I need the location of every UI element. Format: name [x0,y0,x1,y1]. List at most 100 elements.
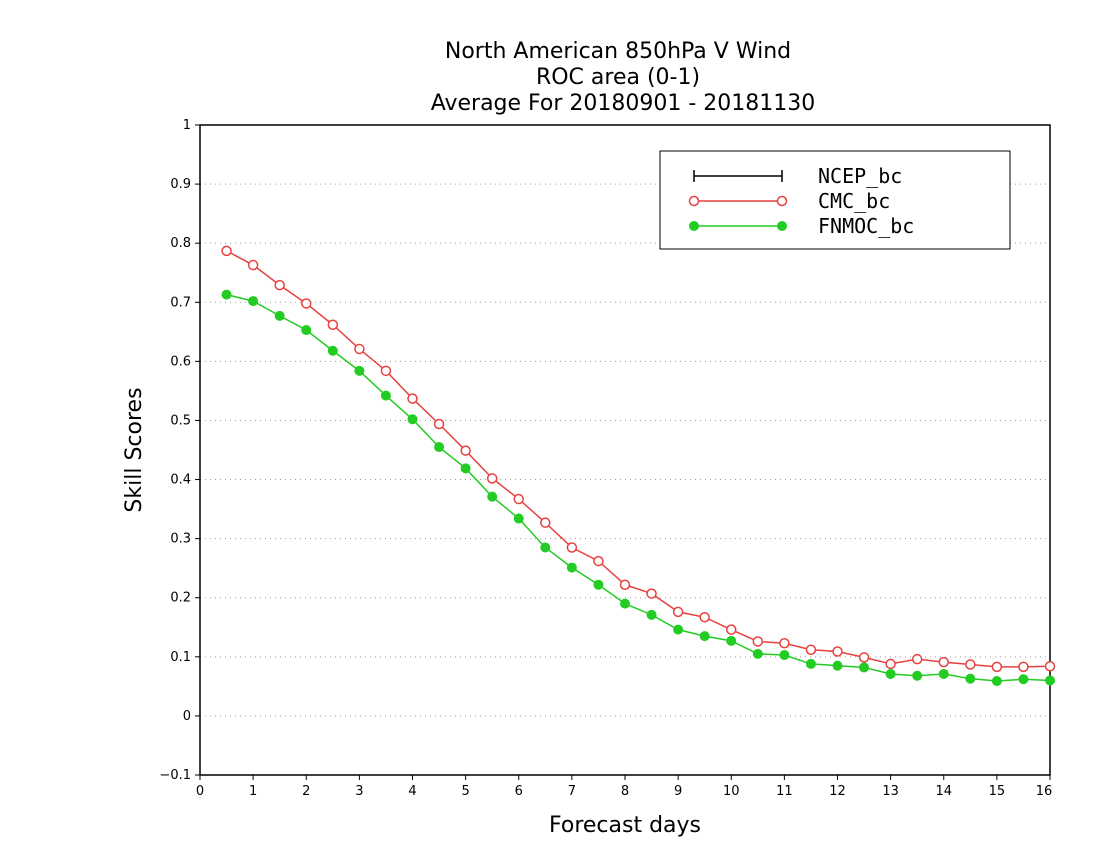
data-point [965,659,976,670]
y-tick-label: 0.3 [170,532,191,547]
x-tick-label: 8 [621,784,629,799]
data-point [699,631,710,642]
x-axis-label: Forecast days [549,813,701,838]
data-point [486,473,498,484]
x-tick-label: 15 [989,784,1006,799]
data-point [619,579,631,590]
data-point [1018,661,1029,673]
data-point [593,579,604,590]
y-tick-label: 0.4 [170,473,191,488]
series-line [226,250,1051,668]
data-point [433,418,445,430]
y-tick-label: −0.1 [159,768,191,783]
x-tick-label: 5 [461,784,469,799]
title-line-1: North American 850hPa V Wind [445,39,791,64]
data-point [912,670,923,681]
legend-marker-cmc-1 [688,195,700,207]
data-point [247,259,259,271]
title-line-3: Average For 20180901 - 20181130 [431,91,816,116]
data-point [726,624,737,635]
data-point [513,513,524,524]
data-point [487,491,498,502]
data-point [991,676,1002,687]
legend-label-cmc: CMC_bc [818,189,890,213]
data-point [327,345,338,356]
data-point [779,650,790,661]
data-point [699,611,710,623]
x-tick-label: 10 [723,784,740,799]
gridlines [200,183,1050,717]
data-point [779,637,790,649]
x-tick-label: 3 [355,784,363,799]
y-tick-label: 0.2 [170,591,191,606]
data-point [301,298,312,309]
data-point [327,319,339,330]
y-tick-label: 0.9 [170,177,191,192]
data-point [407,414,418,425]
data-point [566,562,577,573]
data-point [832,646,843,657]
x-tick-label: 4 [408,784,416,799]
data-point [354,343,365,355]
data-point [380,365,392,377]
x-tick-label: 9 [674,784,682,799]
x-tick-label: 7 [568,784,576,799]
y-tick-label: 0.5 [170,413,191,428]
legend: NCEP_bc CMC_bc FNMOC_bc [659,150,1011,250]
data-point [672,606,684,618]
data-point [380,390,391,401]
data-point [1018,674,1029,685]
data-point [726,635,737,646]
x-tick-label: 16 [1036,784,1053,799]
series-fnmoc-bc [221,289,1055,687]
x-tick-label: 12 [829,784,846,799]
data-point [965,673,976,684]
series-cmc-bc [221,245,1056,673]
data-point [646,609,657,620]
data-point [540,542,551,553]
data-point [938,668,949,679]
y-tick-label: 0.8 [170,236,191,251]
data-point [646,588,657,599]
y-tick-label: 1 [183,118,191,133]
data-point [673,624,684,635]
data-point [991,661,1003,673]
data-point [805,644,817,655]
data-point [859,662,870,673]
data-point [1045,675,1055,686]
data-point [354,365,365,376]
x-tick-label: 14 [935,784,952,799]
legend-label-ncep: NCEP_bc [818,164,902,188]
y-tick-label: 0 [183,709,191,724]
data-point [752,636,764,647]
data-point [858,652,870,663]
data-point [805,658,816,669]
data-point [593,555,604,567]
legend-box [659,150,1011,250]
data-point [221,289,232,300]
y-tick-label: 0.6 [170,354,191,369]
legend-marker-cmc-2 [776,195,788,207]
data-point [434,442,445,453]
legend-label-fnmoc: FNMOC_bc [818,214,914,238]
data-point [938,656,949,668]
data-point [513,493,524,505]
data-point [221,245,232,257]
data-point [620,598,630,609]
data-point [566,542,578,553]
data-point [460,445,471,456]
y-tick-label: 0.1 [170,650,191,665]
data-point [1044,661,1056,672]
data-point [274,279,285,291]
data-point [540,517,551,528]
series-layer [221,245,1056,687]
data-point [911,653,923,665]
axis-ticks: −0.100.10.20.30.40.50.60.70.80.910 1 2 3 4 5 6… [159,118,1052,799]
data-point [752,648,763,659]
data-point [832,660,843,671]
y-axis-label: Skill Scores [122,387,147,512]
data-point [885,668,896,679]
data-point [248,296,259,307]
y-tick-label: 0.7 [170,295,191,310]
